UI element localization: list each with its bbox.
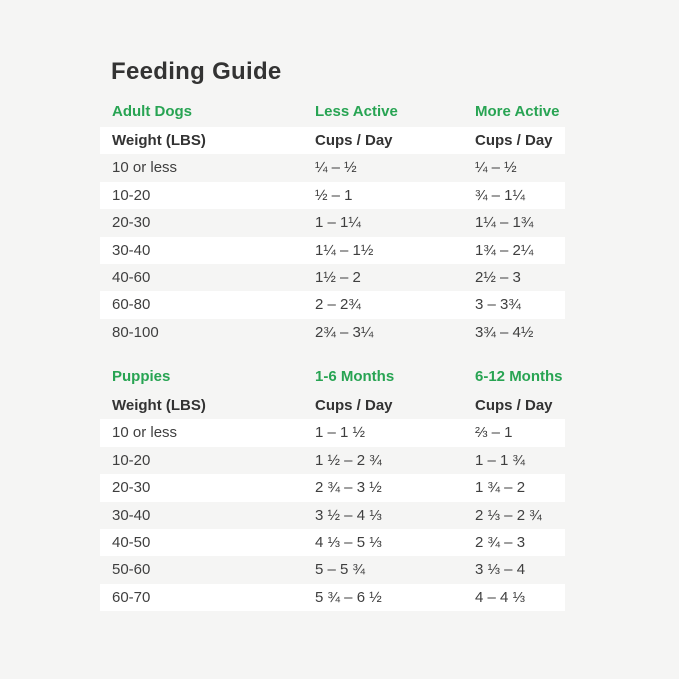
cups-cell: 3¾ – 4½ [475,323,534,341]
puppies-column-header-row: Weight (LBS) Cups / Day Cups / Day [100,392,565,419]
weight-cell: 60-80 [112,296,151,314]
adult-column-header-row: Weight (LBS) Cups / Day Cups / Day [100,127,565,155]
table-row: 10 or less ¼ – ½ ¼ – ½ [100,154,565,181]
weight-cell: 10-20 [112,186,151,204]
section-label-puppies: Puppies [112,368,171,385]
table-row: 10-20 ½ – 1 ¾ – 1¼ [100,181,565,210]
weight-cell: 30-40 [112,506,151,524]
table-row: 40-50 4 ⅓ – 5 ⅓ 2 ¾ – 3 [100,528,565,557]
column-header-weight: Weight (LBS) [112,132,206,149]
table-row: 50-60 5 – 5 ¾ 3 ⅓ – 4 [100,556,565,583]
column-header-cups-more-active: Cups / Day [475,132,553,149]
cups-cell: 2 – 2¾ [315,296,361,314]
cups-cell: 3 ½ – 4 ⅓ [315,506,382,524]
table-row: 10-20 1 ½ – 2 ¾ 1 – 1 ¾ [100,447,565,474]
cups-cell: 2 ⅓ – 2 ¾ [475,506,542,524]
cups-cell: 1¾ – 2¼ [475,241,534,259]
weight-cell: 10-20 [112,451,151,469]
weight-cell: 80-100 [112,323,159,341]
puppies-table: Weight (LBS) Cups / Day Cups / Day 10 or… [100,392,565,612]
cups-cell: 3 – 3¾ [475,296,521,314]
adult-dogs-section-header: Adult Dogs Less Active More Active [100,103,565,121]
column-header-cups-less-active: Cups / Day [315,132,393,149]
cups-cell: 1 – 1¼ [315,214,361,232]
table-row: 80-100 2¾ – 3¼ 3¾ – 4½ [100,319,565,346]
cups-cell: 5 – 5 ¾ [315,561,366,579]
puppies-section-header: Puppies 1-6 Months 6-12 Months [100,368,565,386]
table-row: 40-60 1½ – 2 2½ – 3 [100,264,565,291]
cups-cell: 1 – 1 ¾ [475,451,526,469]
page-title: Feeding Guide [111,58,282,85]
table-row: 20-30 1 – 1¼ 1¼ – 1¾ [100,209,565,236]
table-row: 20-30 2 ¾ – 3 ½ 1 ¾ – 2 [100,474,565,502]
section-label-less-active: Less Active [315,103,398,120]
weight-cell: 10 or less [112,159,178,177]
cups-cell: 2¾ – 3¼ [315,323,374,341]
weight-cell: 40-50 [112,533,151,551]
weight-cell: 30-40 [112,241,151,259]
weight-cell: 50-60 [112,561,151,579]
cups-cell: ⅔ – 1 [475,424,513,442]
cups-cell: 1¼ – 1½ [315,241,374,259]
cups-cell: ¾ – 1¼ [475,186,526,204]
cups-cell: 1 – 1 ½ [315,424,366,442]
cups-cell: 2½ – 3 [475,268,521,286]
table-row: 60-80 2 – 2¾ 3 – 3¾ [100,291,565,319]
column-header-weight: Weight (LBS) [112,397,206,414]
column-header-cups-6-12: Cups / Day [475,397,553,414]
table-row: 60-70 5 ¾ – 6 ½ 4 – 4 ⅓ [100,583,565,612]
cups-cell: 2 ¾ – 3 ½ [315,479,382,497]
table-row: 30-40 1¼ – 1½ 1¾ – 2¼ [100,236,565,264]
weight-cell: 20-30 [112,479,151,497]
weight-cell: 40-60 [112,268,151,286]
cups-cell: 1 ¾ – 2 [475,479,526,497]
cups-cell: 4 ⅓ – 5 ⅓ [315,533,382,551]
cups-cell: 1¼ – 1¾ [475,214,534,232]
table-row: 30-40 3 ½ – 4 ⅓ 2 ⅓ – 2 ¾ [100,502,565,529]
cups-cell: 4 – 4 ⅓ [475,588,526,606]
section-label-1-6-months: 1-6 Months [315,368,395,385]
cups-cell: 2 ¾ – 3 [475,533,526,551]
section-label-6-12-months: 6-12 Months [475,368,563,385]
cups-cell: 3 ⅓ – 4 [475,561,526,579]
cups-cell: 5 ¾ – 6 ½ [315,588,382,606]
weight-cell: 10 or less [112,424,178,442]
cups-cell: ¼ – ½ [315,159,357,177]
column-header-cups-1-6: Cups / Day [315,397,393,414]
weight-cell: 60-70 [112,588,151,606]
weight-cell: 20-30 [112,214,151,232]
cups-cell: ¼ – ½ [475,159,517,177]
table-row: 10 or less 1 – 1 ½ ⅔ – 1 [100,419,565,447]
cups-cell: 1 ½ – 2 ¾ [315,451,382,469]
section-label-adult-dogs: Adult Dogs [112,103,192,120]
adult-dogs-table: Weight (LBS) Cups / Day Cups / Day 10 or… [100,127,565,346]
cups-cell: ½ – 1 [315,186,353,204]
cups-cell: 1½ – 2 [315,268,361,286]
section-label-more-active: More Active [475,103,560,120]
